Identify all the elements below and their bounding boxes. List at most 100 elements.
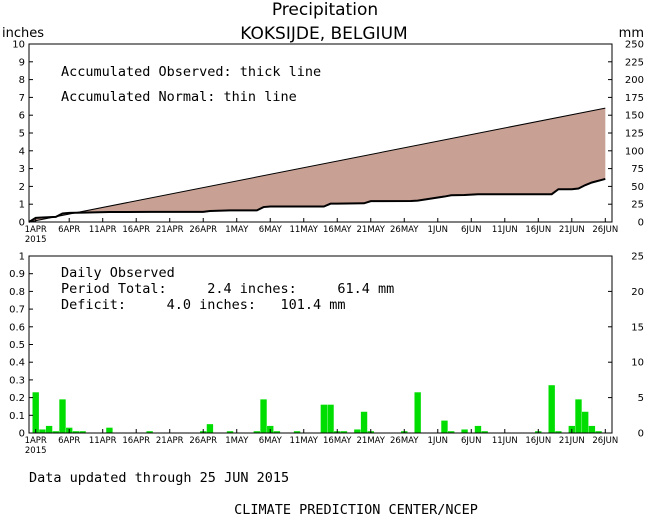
accumulated-legend-text: Accumulated Observed: thick line xyxy=(61,64,321,80)
accumulated-x-tick-label: 6APR xyxy=(58,225,80,235)
daily-x-tick-label: 1JUN xyxy=(428,436,449,446)
accumulated-normal-line xyxy=(28,107,606,223)
accumulated-right-tick-label: 250 xyxy=(625,40,644,51)
daily-x-tick-label: 26MAY xyxy=(390,436,419,446)
daily-precip-bar xyxy=(146,431,153,433)
accumulated-left-tick-label: 1 xyxy=(19,200,25,211)
daily-precip-bar xyxy=(414,392,421,433)
accumulated-x-tick-label: 16JUN xyxy=(525,225,551,235)
daily-precip-bar xyxy=(548,385,555,433)
daily-left-tick-label: 0.8 xyxy=(9,287,25,298)
accumulated-left-tick-label: 3 xyxy=(19,164,25,175)
daily-precip-bar xyxy=(474,425,482,433)
daily-x-tick-label: 26APR xyxy=(189,436,217,446)
daily-precip-bar xyxy=(253,431,261,433)
daily-left-tick-label: 0.2 xyxy=(9,393,25,404)
daily-precip-bar xyxy=(226,431,234,433)
accumulated-left-tick-label: 8 xyxy=(19,75,25,86)
accumulated-left-tick-label: 0 xyxy=(19,218,25,229)
daily-precip-bar xyxy=(588,425,596,433)
accumulated-right-tick-label: 175 xyxy=(625,93,644,104)
daily-x-tick-label: 11APR xyxy=(89,436,117,446)
daily-left-tick-label: 0 xyxy=(19,429,25,440)
daily-x-tick-label: 1MAY xyxy=(225,436,249,446)
daily-precip-bar xyxy=(555,431,562,433)
daily-precip-bar xyxy=(206,424,214,433)
accumulated-x-tick-label: 11MAY xyxy=(289,225,318,235)
accumulated-x-tick-label: 26MAY xyxy=(390,225,419,235)
daily-x-tick-label: 6APR xyxy=(58,436,80,446)
daily-x-tick-label: 21MAY xyxy=(357,436,386,446)
daily-left-tick-label: 0.7 xyxy=(9,305,25,316)
daily-right-tick-label: 0 xyxy=(638,429,644,440)
daily-precip-bar xyxy=(340,431,348,433)
left-unit-label: inches xyxy=(2,26,44,41)
accumulated-right-tick-label: 25 xyxy=(631,200,644,211)
daily-x-tick-label: 16APR xyxy=(122,436,150,446)
accumulated-left-tick-label: 6 xyxy=(19,111,25,122)
updated-note: Data updated through 25 JUN 2015 xyxy=(29,470,289,486)
accumulated-x-tick-label: 1MAY xyxy=(225,225,249,235)
daily-left-tick-label: 0.3 xyxy=(9,375,25,386)
accumulated-left-tick-label: 4 xyxy=(19,146,25,157)
daily-right-tick-label: 25 xyxy=(631,252,644,263)
accumulated-right-tick-label: 75 xyxy=(631,164,644,175)
accumulated-x-tick-label: 16APR xyxy=(122,225,150,235)
footer-credit: CLIMATE PREDICTION CENTER/NCEP xyxy=(234,502,478,518)
accumulated-right-tick-label: 50 xyxy=(631,182,644,193)
daily-precip-bar xyxy=(79,431,86,433)
daily-x-year-label: 2015 xyxy=(25,446,47,456)
daily-precip-bar xyxy=(595,431,602,433)
daily-summary-text: Period Total: 2.4 inches: 61.4 mm xyxy=(61,281,394,297)
accumulated-left-tick-label: 10 xyxy=(12,40,25,51)
daily-precip-bar xyxy=(32,392,39,433)
daily-left-tick-label: 1 xyxy=(19,252,25,263)
daily-precip-bar xyxy=(260,399,267,433)
daily-panel: 00.10.20.30.40.50.60.70.80.9105101520251… xyxy=(9,252,644,457)
accumulated-x-tick-label: 1JUN xyxy=(428,225,449,235)
daily-x-tick-label: 26JUN xyxy=(592,436,618,446)
daily-x-tick-label: 11JUN xyxy=(492,436,518,446)
daily-precip-bar xyxy=(582,411,589,433)
daily-left-tick-label: 0.1 xyxy=(9,411,25,422)
accumulated-x-tick-label: 16MAY xyxy=(323,225,352,235)
daily-precip-bar xyxy=(52,431,59,433)
accumulated-x-tick-label: 21APR xyxy=(156,225,184,235)
accumulated-x-tick-label: 6MAY xyxy=(259,225,283,235)
accumulated-x-tick-label: 26APR xyxy=(189,225,217,235)
accumulated-x-tick-label: 21JUN xyxy=(559,225,585,235)
accumulated-right-tick-label: 150 xyxy=(625,111,644,122)
accumulated-x-tick-label: 21MAY xyxy=(357,225,386,235)
accumulated-x-tick-label: 11APR xyxy=(89,225,117,235)
daily-right-tick-label: 5 xyxy=(638,393,644,404)
daily-x-tick-label: 1APR xyxy=(25,436,47,446)
accumulated-right-tick-label: 125 xyxy=(625,129,644,140)
daily-precip-bar xyxy=(461,429,468,433)
daily-precip-bar xyxy=(39,429,46,433)
daily-precip-bar xyxy=(447,431,455,433)
daily-precip-bar xyxy=(106,427,113,433)
accumulated-x-tick-label: 26JUN xyxy=(592,225,618,235)
daily-precip-bar xyxy=(320,404,328,433)
daily-precip-bar xyxy=(327,404,334,433)
accumulated-left-tick-label: 9 xyxy=(19,57,25,68)
daily-precip-bar xyxy=(293,431,301,433)
right-unit-label: mm xyxy=(619,26,644,41)
accumulated-right-tick-label: 0 xyxy=(638,218,644,229)
accumulated-left-tick-label: 5 xyxy=(19,129,25,140)
daily-summary-text: Deficit: 4.0 inches: 101.4 mm xyxy=(61,297,345,313)
daily-precip-bar xyxy=(481,431,488,433)
chart-subtitle: KOKSIJDE, BELGIUM xyxy=(240,24,407,44)
daily-x-tick-label: 16JUN xyxy=(525,436,551,446)
daily-precip-bar xyxy=(45,425,53,433)
accumulated-x-tick-label: 6JUN xyxy=(461,225,482,235)
accumulated-x-year-label: 2015 xyxy=(25,235,47,245)
daily-left-tick-label: 0.5 xyxy=(9,340,25,351)
daily-precip-bar xyxy=(72,431,80,433)
daily-precip-bar xyxy=(354,429,361,433)
daily-x-tick-label: 6JUN xyxy=(461,436,482,446)
accumulated-right-tick-label: 200 xyxy=(625,75,644,86)
accumulated-right-tick-label: 225 xyxy=(625,57,644,68)
daily-right-tick-label: 15 xyxy=(631,322,644,333)
